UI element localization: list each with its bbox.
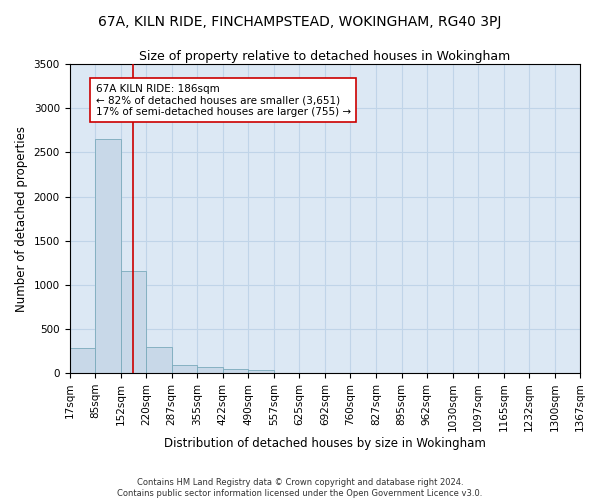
Text: 67A KILN RIDE: 186sqm
← 82% of detached houses are smaller (3,651)
17% of semi-d: 67A KILN RIDE: 186sqm ← 82% of detached …	[95, 84, 351, 117]
Bar	[146, 348, 172, 373]
Bar	[95, 139, 121, 373]
Text: Contains HM Land Registry data © Crown copyright and database right 2024.
Contai: Contains HM Land Registry data © Crown c…	[118, 478, 482, 498]
X-axis label: Distribution of detached houses by size in Wokingham: Distribution of detached houses by size …	[164, 437, 486, 450]
Bar	[223, 370, 248, 373]
Title: Size of property relative to detached houses in Wokingham: Size of property relative to detached ho…	[139, 50, 511, 63]
Text: 67A, KILN RIDE, FINCHAMPSTEAD, WOKINGHAM, RG40 3PJ: 67A, KILN RIDE, FINCHAMPSTEAD, WOKINGHAM…	[98, 15, 502, 29]
Bar	[248, 370, 274, 373]
Bar	[197, 367, 223, 373]
Bar	[172, 365, 197, 373]
Bar	[70, 348, 95, 373]
Bar	[121, 270, 146, 373]
Y-axis label: Number of detached properties: Number of detached properties	[15, 126, 28, 312]
